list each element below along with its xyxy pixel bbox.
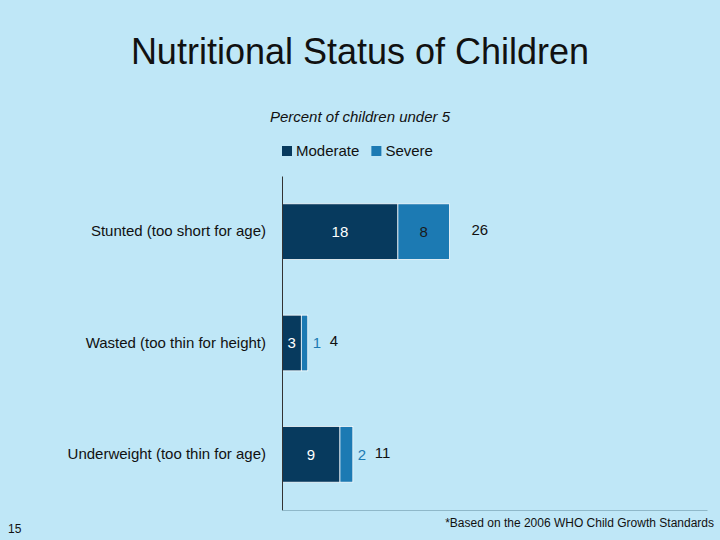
total-label: 4 [330,332,338,349]
legend: Moderate Severe [282,142,433,159]
footnote: *Based on the 2006 WHO Child Growth Stan… [445,516,714,530]
background [0,0,720,540]
y-tick-label: Stunted (too short for age) [91,222,266,239]
title: Nutritional Status of Children [131,31,589,72]
y-axis: Stunted (too short for age) Wasted (too t… [68,177,283,511]
total-label: 11 [375,444,391,461]
bar [398,204,450,260]
subtitle: Percent of children under 5 [270,108,451,125]
y-tick: Stunted (too short for age) [91,222,282,239]
data-labels: 18 3 9 8 1 2 26 4 11 [287,221,488,463]
data-label: 8 [419,223,427,240]
total-label: 26 [471,221,488,238]
bars [282,204,449,482]
legend-label: Moderate [296,142,359,159]
x-axis [283,510,708,511]
legend-swatch [371,146,381,156]
bar [340,427,353,483]
y-axis-line [282,177,283,511]
data-label: 3 [287,334,295,351]
y-tick: Wasted (too thin for height) [86,334,282,351]
legend-label: Severe [385,142,433,159]
bar [282,427,340,483]
data-label: 1 [313,334,321,351]
data-label: 18 [332,223,349,240]
y-tick-label: Wasted (too thin for height) [86,334,266,351]
page-number: 15 [8,522,22,536]
bar [282,204,398,260]
x-axis-line [283,510,708,511]
data-label: 2 [358,446,366,463]
chart: Nutritional Status of Children Percent of… [0,0,720,540]
bar [282,315,301,371]
data-label: 9 [307,446,315,463]
legend-swatch [282,146,292,156]
bar [301,315,307,371]
y-tick: Underweight (too thin for age) [68,445,282,462]
y-tick-label: Underweight (too thin for age) [68,445,266,462]
